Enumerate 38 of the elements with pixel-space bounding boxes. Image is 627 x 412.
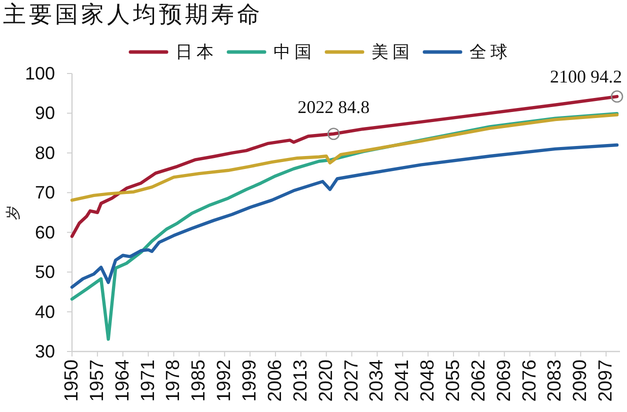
xtick: 2006 xyxy=(264,360,286,402)
xtick: 2062 xyxy=(468,360,490,402)
xtick: 2034 xyxy=(366,360,388,402)
ytick: 90 xyxy=(34,103,55,124)
legend-label: 美国 xyxy=(372,42,414,62)
xtick: 1999 xyxy=(240,360,261,402)
ytick: 80 xyxy=(34,142,55,163)
ytick: 30 xyxy=(34,342,55,362)
ytick: 40 xyxy=(34,302,55,322)
xtick: 2076 xyxy=(519,360,540,402)
xtick: 1992 xyxy=(214,360,236,402)
legend-label: 全球 xyxy=(470,42,512,62)
legend-label: 中国 xyxy=(274,42,316,62)
annotation: 2100 94.2 xyxy=(550,66,622,87)
ytick: 100 xyxy=(24,64,55,84)
annotation: 2022 84.8 xyxy=(298,96,370,117)
xtick: 1978 xyxy=(163,360,184,402)
xtick: 2069 xyxy=(494,360,515,402)
xtick: 1957 xyxy=(86,360,108,402)
ytick: 50 xyxy=(34,262,55,282)
ytick: 60 xyxy=(34,222,55,242)
xtick: 1971 xyxy=(138,360,159,402)
xtick: 2090 xyxy=(570,360,592,402)
xtick: 1950 xyxy=(62,360,82,402)
legend-label: 日本 xyxy=(176,42,218,62)
ytick: 70 xyxy=(34,182,55,203)
xtick: 1985 xyxy=(188,360,210,402)
xtick: 2048 xyxy=(418,360,439,402)
xtick: 2097 xyxy=(596,360,617,402)
xtick: 2083 xyxy=(544,360,566,402)
xtick: 2027 xyxy=(341,360,362,402)
title: 主要国家人均预期寿命 xyxy=(3,2,263,27)
xtick: 2041 xyxy=(392,360,414,402)
ylabel: 岁 xyxy=(6,205,22,220)
xtick: 2013 xyxy=(290,360,312,402)
xtick: 1964 xyxy=(112,360,134,402)
xtick: 2020 xyxy=(316,360,337,402)
xtick: 2055 xyxy=(443,360,464,402)
